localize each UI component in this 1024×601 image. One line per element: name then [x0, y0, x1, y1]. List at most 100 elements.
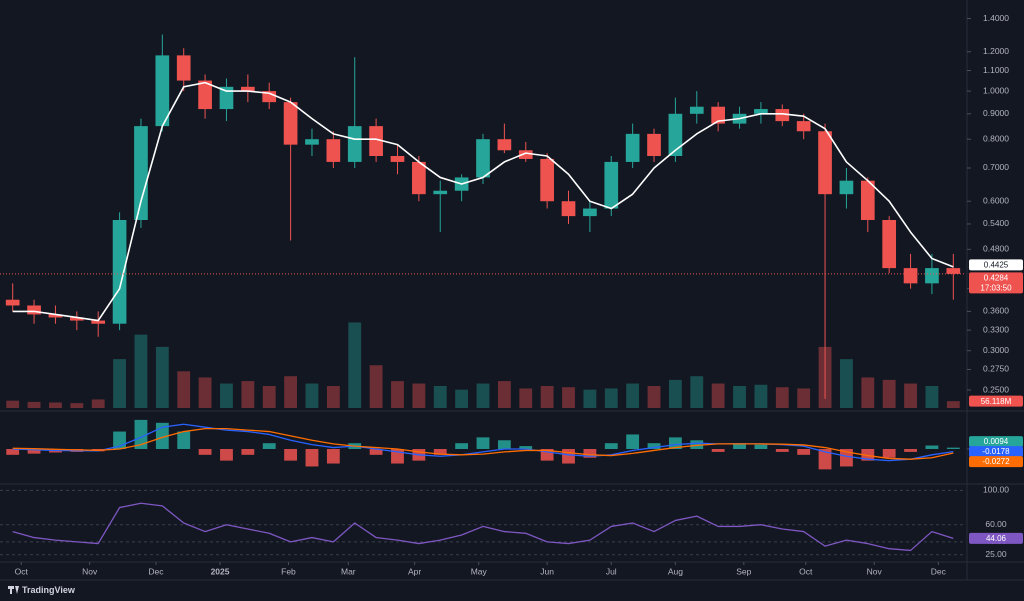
indicator-line — [12, 502, 954, 552]
candle-body — [860, 180, 875, 220]
y-tick-label: 0.9000 — [983, 108, 1009, 118]
y-tick-label: 60.00 — [985, 519, 1007, 529]
histogram-bar — [220, 449, 233, 461]
y-tick-label: 0.2750 — [983, 364, 1009, 374]
y-tick-label: 1.0000 — [983, 85, 1009, 95]
histogram-bar — [711, 449, 725, 452]
volume-bar — [775, 387, 789, 408]
volume-bar — [904, 383, 917, 408]
y-tick-label: 0.5400 — [983, 218, 1009, 228]
volume-bar — [91, 399, 105, 408]
histogram-bar — [904, 449, 917, 452]
histogram-bar — [818, 449, 832, 470]
volume-bar — [177, 371, 191, 408]
candle-body — [27, 305, 41, 315]
volume-bar — [840, 359, 853, 408]
y-tick-label: 1.1000 — [983, 65, 1009, 75]
x-tick-label: Feb — [281, 566, 296, 576]
x-tick-label: 2025 — [211, 566, 230, 576]
candle-body — [91, 320, 106, 324]
candle-body — [540, 158, 554, 202]
histogram-bar — [519, 446, 533, 449]
histogram-value-label: 0.0094 — [984, 437, 1009, 446]
candle-body — [112, 219, 127, 324]
x-tick-label: May — [471, 566, 488, 576]
candle-body — [305, 139, 319, 145]
histogram-bar — [27, 449, 41, 454]
x-tick-label: Oct — [799, 566, 813, 576]
candle-body — [497, 139, 512, 151]
indicator-line — [12, 81, 954, 322]
histogram-bar — [733, 443, 746, 449]
macd-value-label: -0.0178 — [982, 447, 1010, 456]
volume-bar — [70, 403, 84, 408]
x-tick-label: Dec — [931, 566, 947, 576]
logo-part — [10, 586, 12, 594]
histogram-bar — [626, 434, 640, 449]
logo-part — [15, 586, 19, 594]
candle-body — [604, 161, 619, 209]
x-tick-label: Jun — [540, 566, 554, 576]
candle-body — [625, 133, 640, 162]
histogram-bar — [604, 443, 618, 449]
histogram-bar — [305, 449, 319, 467]
x-tick-label: Jul — [606, 566, 617, 576]
label-box — [969, 532, 1023, 544]
volume-bar — [369, 365, 383, 408]
candle-body — [390, 156, 405, 162]
brand-name: TradingView — [22, 585, 76, 595]
histogram-bar — [562, 449, 575, 464]
volume-bar — [455, 389, 469, 408]
volume-bar — [262, 386, 276, 408]
histogram-bar — [668, 437, 682, 449]
candle-body — [48, 314, 63, 318]
volume-bar — [882, 379, 896, 408]
label-box — [969, 259, 1023, 271]
y-tick-label: 0.2500 — [983, 384, 1009, 394]
histogram-bar — [690, 440, 704, 449]
ma-value-label: 0.4425 — [984, 261, 1009, 270]
candle-body — [903, 268, 918, 284]
candle-body — [412, 161, 426, 195]
candle-body — [583, 208, 597, 217]
y-tick-label: 0.7000 — [983, 162, 1009, 172]
histogram-bar — [925, 445, 939, 449]
histogram-bar — [583, 449, 597, 458]
y-tick-label: 0.3600 — [983, 306, 1009, 316]
candle-body — [283, 102, 298, 145]
x-tick-label: Oct — [15, 566, 29, 576]
histogram-bar — [134, 419, 148, 449]
volume-bar — [155, 346, 169, 408]
histogram-bar — [6, 449, 20, 455]
label-box — [969, 456, 1023, 468]
volume-bar — [604, 388, 618, 408]
volume-bar — [540, 386, 554, 408]
histogram-bar — [284, 449, 298, 461]
y-tick-label: 100.00 — [983, 485, 1009, 495]
volume-bar — [668, 379, 682, 408]
candle-body — [476, 139, 490, 178]
volume-bar — [519, 388, 533, 408]
candle-body — [347, 126, 362, 162]
histogram-bar — [455, 443, 469, 449]
histogram-bar — [754, 444, 768, 449]
x-tick-label: Nov — [867, 566, 883, 576]
candle-body — [134, 126, 148, 220]
candle-body — [518, 150, 533, 159]
volume-label: 56.118M — [981, 397, 1012, 406]
candle-body — [326, 139, 341, 162]
candle-body — [176, 55, 191, 81]
volume-bar — [284, 376, 298, 408]
histogram-bar — [647, 443, 661, 449]
brand-logo[interactable]: TradingView — [8, 585, 76, 595]
label-box — [969, 446, 1023, 458]
histogram-bar — [775, 449, 789, 452]
y-tick-label: 1.4000 — [983, 13, 1009, 23]
histogram-bar — [861, 449, 875, 461]
histogram-bar — [840, 449, 853, 467]
histogram-bar — [262, 443, 276, 449]
volume-bar — [925, 386, 939, 408]
